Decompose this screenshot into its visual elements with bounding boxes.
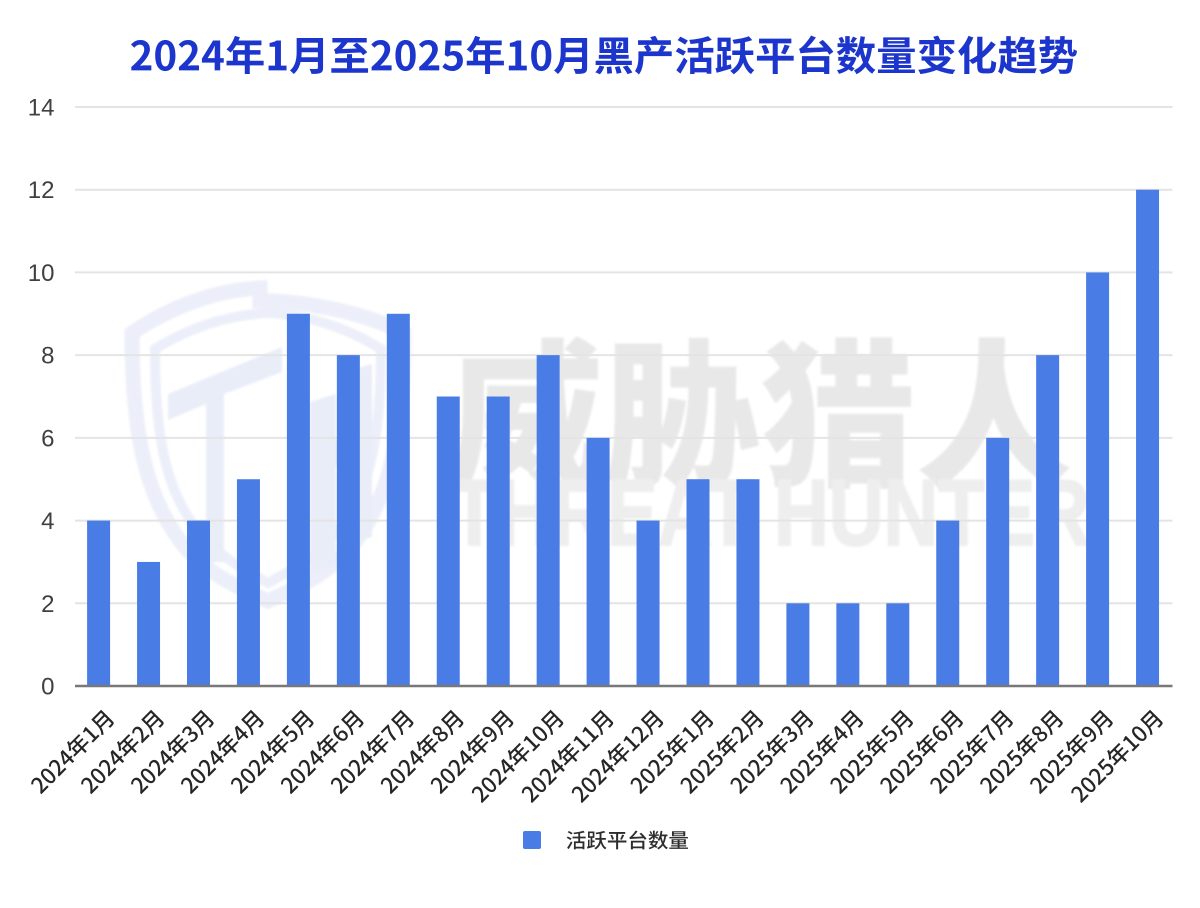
svg-text:10: 10: [28, 260, 55, 287]
svg-text:14: 14: [28, 95, 55, 122]
svg-text:2: 2: [41, 591, 54, 618]
svg-text:4: 4: [41, 508, 54, 535]
svg-text:6: 6: [41, 425, 54, 452]
svg-text:0: 0: [41, 674, 54, 701]
svg-text:8: 8: [41, 343, 54, 370]
svg-text:12: 12: [28, 177, 55, 204]
